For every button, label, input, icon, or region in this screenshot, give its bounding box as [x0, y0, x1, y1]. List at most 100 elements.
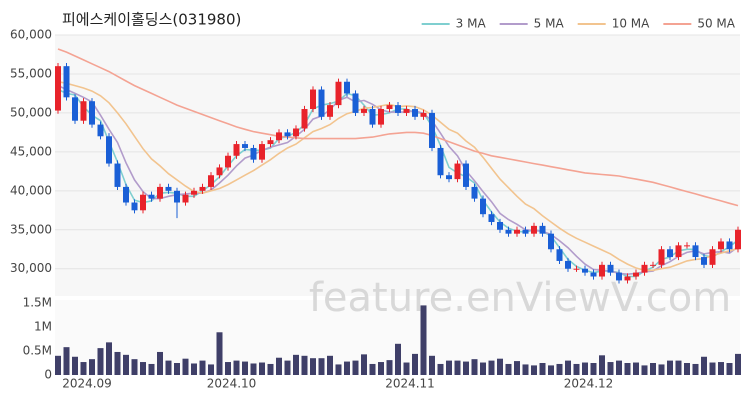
candle-body [55, 66, 61, 111]
volume-bar [471, 359, 478, 375]
y-tick-label: 45,000 [10, 144, 52, 158]
volume-bar [369, 363, 376, 375]
volume-bar [548, 365, 554, 375]
candle-body [590, 272, 597, 277]
candle-body [650, 264, 656, 266]
volume-bar [412, 353, 418, 375]
volume-bar [335, 364, 342, 375]
candle-body [293, 128, 299, 137]
legend-label: 50 MA [697, 17, 735, 31]
candle-body [701, 257, 707, 265]
candle-body [480, 198, 486, 215]
candle-body [446, 175, 452, 180]
volume-bar [344, 361, 350, 375]
candle-body [633, 272, 639, 277]
y-tick-label: 1.5M [23, 296, 52, 310]
volume-bar [182, 358, 189, 375]
volume-bar [114, 351, 121, 375]
candle-body [412, 109, 418, 117]
volume-bar [267, 363, 274, 375]
volume-bar [607, 362, 614, 375]
volume-bar [624, 363, 631, 375]
volume-bar [301, 355, 308, 375]
ma-line [57, 48, 739, 207]
volume-bar [352, 360, 359, 375]
x-tick-label: 2024.09 [62, 377, 112, 391]
candle-body [80, 101, 87, 121]
x-tick-label: 2024.11 [385, 377, 435, 391]
volume-bar [616, 360, 622, 375]
volume-bar [514, 361, 520, 375]
volume-bar [633, 362, 639, 375]
candle-body [106, 136, 112, 164]
volume-bar [225, 362, 231, 375]
volume-bar [573, 363, 580, 375]
candle-body [361, 109, 367, 113]
volume-bar [531, 365, 537, 375]
volume-bar [497, 358, 503, 375]
candle-body [403, 109, 410, 113]
y-tick-label: 0.5M [23, 344, 52, 358]
candle-body [250, 147, 257, 160]
candle-body [684, 245, 690, 247]
candle-body [114, 163, 121, 187]
candle-body [369, 109, 376, 125]
candle-body [437, 147, 444, 176]
candle-body [267, 140, 274, 145]
volume-bar [701, 356, 707, 375]
volume-bar [97, 348, 104, 375]
candle-body [276, 132, 282, 141]
candle-body [735, 229, 741, 250]
volume-bar [446, 360, 452, 375]
candle-body [140, 194, 146, 211]
volume-bar [123, 354, 129, 375]
volume-bar [361, 354, 367, 375]
watermark: feature.enViewV.com [309, 275, 731, 321]
volume-bar [420, 305, 427, 375]
candle-body [667, 249, 673, 258]
candle-body [471, 186, 478, 199]
volume-bar [735, 353, 741, 375]
volume-bar [480, 362, 486, 375]
volume-bar [165, 360, 172, 375]
candle-body [539, 225, 546, 234]
candle-body [208, 175, 214, 187]
legend-label: 3 MA [456, 17, 487, 31]
y-tick-label: 55,000 [10, 66, 52, 80]
candle-body [199, 186, 206, 191]
volume-bar [429, 355, 435, 375]
volume-bar [582, 362, 588, 375]
volume-bar [378, 362, 384, 375]
candle-body [165, 186, 172, 191]
candle-body [463, 163, 469, 187]
volume-bar [191, 363, 197, 375]
candle-body [624, 276, 631, 281]
candle-body [63, 66, 70, 98]
candle-body [709, 249, 716, 265]
volume-bar [658, 364, 665, 375]
volume-bar [131, 359, 138, 375]
volume-bar [216, 332, 223, 375]
volume-bar [403, 362, 410, 375]
volume-bar [463, 361, 469, 375]
candle-body [658, 249, 665, 265]
volume-bar [259, 362, 265, 375]
candle-body [692, 245, 699, 258]
candle-body [182, 194, 189, 203]
volume-bar [684, 363, 690, 375]
chart-title: 피에스케이홀딩스(031980) [62, 11, 241, 29]
volume-bar [72, 356, 78, 375]
candle-body [454, 163, 461, 180]
candle-body [89, 101, 95, 125]
candle-body [97, 124, 104, 137]
volume-bar [522, 364, 529, 375]
volume-bar [80, 362, 87, 375]
candle-body [573, 268, 580, 270]
volume-bar [293, 354, 299, 375]
legend-label: 10 MA [612, 17, 650, 31]
candle-body [72, 97, 78, 121]
y-tick-label: 60,000 [10, 28, 52, 42]
y-tick-label: 1M [34, 320, 52, 334]
volume-bar [276, 357, 282, 375]
volume-bar [667, 360, 673, 375]
